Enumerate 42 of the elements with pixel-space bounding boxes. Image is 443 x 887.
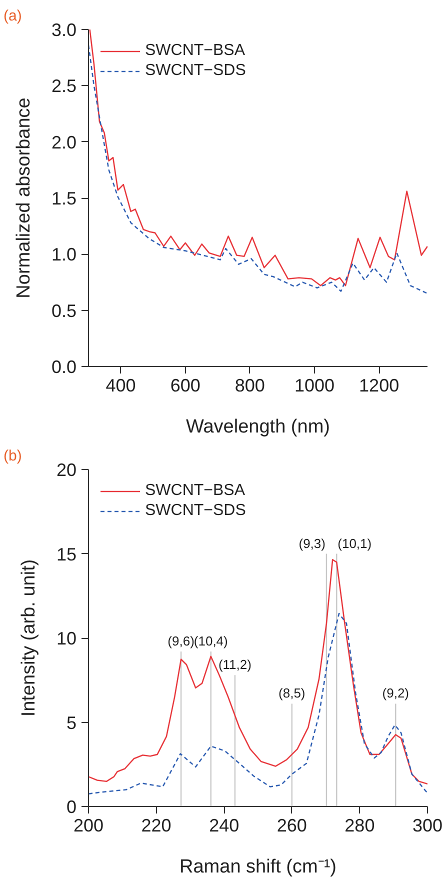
x-tick-label: 220 [141, 816, 172, 836]
legend-label: SWCNT−BSA [145, 482, 246, 500]
legend-label: SWCNT−BSA [145, 42, 246, 60]
x-tick-label: 1000 [294, 376, 335, 396]
legend-label: SWCNT−SDS [145, 62, 246, 80]
x-tick-label: 260 [276, 816, 307, 836]
legend-label: SWCNT−SDS [145, 502, 246, 520]
x-tick-label: 200 [73, 816, 104, 836]
annotation: (10,4) [194, 633, 228, 648]
x-axis-title: Raman shift (cm⁻¹) [180, 856, 336, 878]
y-tick-label: 2.0 [51, 132, 77, 152]
y-tick-label: 2.5 [51, 76, 77, 96]
x-axis-title: Wavelength (nm) [186, 416, 330, 438]
chart-title: (b) [4, 448, 22, 464]
chart-title: (a) [4, 8, 22, 24]
annotation: (9,3) [298, 536, 326, 551]
annotation: (9,2) [382, 686, 410, 701]
y-tick-label: 3.0 [51, 20, 77, 40]
line-series [88, 558, 428, 785]
y-tick-label: 15 [56, 544, 77, 564]
annotation: (11,2) [218, 657, 252, 672]
x-tick-label: 400 [106, 376, 136, 396]
annotation: (9,6) [168, 633, 194, 648]
x-tick-label: 600 [170, 376, 200, 396]
y-tick-label: 0.5 [51, 300, 77, 321]
annotation: (10,1) [338, 536, 372, 551]
x-tick-label: 280 [344, 816, 375, 836]
y-tick-label: 20 [56, 460, 77, 480]
annotation: (8,5) [278, 686, 306, 701]
y-axis-title: Intensity (arb. unit) [18, 559, 40, 717]
y-axis-title: Normalized absorbance [13, 98, 34, 298]
y-tick-label: 10 [56, 628, 77, 648]
x-tick-label: 800 [234, 376, 265, 396]
y-tick-label: 1.0 [51, 244, 77, 265]
y-tick-label: 0 [66, 797, 77, 817]
x-tick-label: 300 [412, 816, 443, 836]
line-series [88, 612, 428, 795]
y-tick-label: 0.0 [51, 357, 77, 377]
y-tick-label: 1.5 [51, 188, 77, 208]
x-tick-label: 1200 [359, 376, 400, 396]
x-tick-label: 240 [209, 816, 240, 836]
y-tick-label: 5 [66, 712, 77, 733]
